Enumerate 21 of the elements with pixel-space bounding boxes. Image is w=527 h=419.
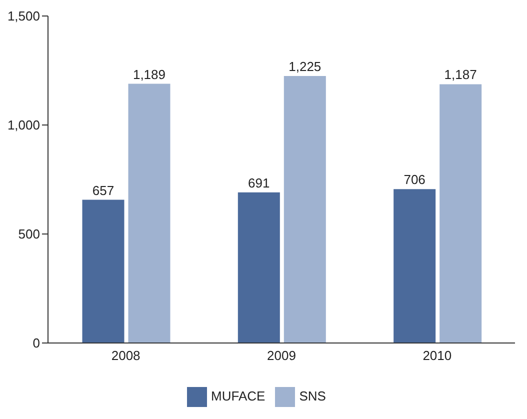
x-tick-label: 2009 xyxy=(267,348,296,364)
bar xyxy=(394,189,436,343)
bar xyxy=(128,84,170,343)
data-label: 1,187 xyxy=(444,67,477,82)
data-label: 706 xyxy=(404,172,426,188)
y-tick-label: 1,000 xyxy=(7,118,40,133)
data-label: 1,189 xyxy=(132,66,166,82)
data-label: 657 xyxy=(92,182,114,198)
y-tick-label: 1,500 xyxy=(7,8,40,24)
bar xyxy=(440,84,482,343)
x-tick-label: 2008 xyxy=(111,348,140,364)
data-label: 691 xyxy=(248,175,270,190)
bar xyxy=(82,200,124,343)
x-tick-label: 2010 xyxy=(422,348,452,364)
data-label: 1,225 xyxy=(288,58,322,74)
y-tick-label: 500 xyxy=(18,226,40,242)
bar xyxy=(238,192,280,343)
legend-label: SNS xyxy=(299,388,326,404)
legend-label: MUFACE xyxy=(211,388,266,404)
y-tick-label: 0 xyxy=(32,336,40,351)
bar xyxy=(284,76,326,343)
